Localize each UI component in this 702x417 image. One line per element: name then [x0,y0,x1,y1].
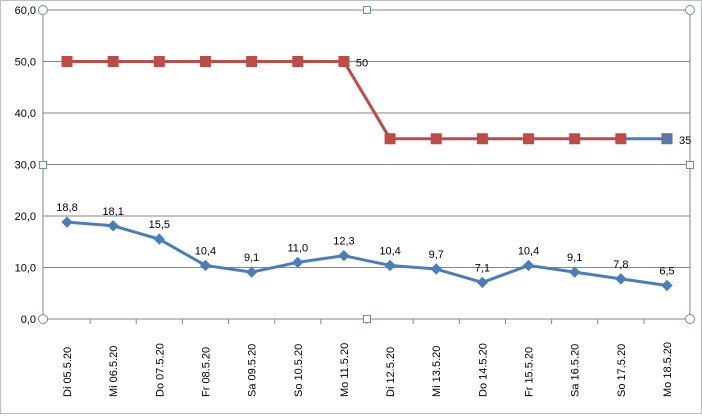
data-point-diamond [476,276,489,289]
data-point-square [292,56,304,67]
resize-handle [38,5,48,15]
x-tick-label: Di 12.5.20 [385,347,397,397]
resize-handle [686,161,694,169]
data-point-square [384,133,396,145]
series-value: 18,8 18,1 15,5 10,4 9,1 11,0 12,3 10,4 9,7 7,1 10,… [56,202,675,292]
data-point-diamond [292,256,304,269]
x-tick-label: Mo 11.5.20 [339,343,351,397]
data-point-square [661,133,673,145]
data-point-diamond [153,233,165,245]
data-point-square [153,56,165,67]
data-label: 10,4 [518,245,539,257]
data-point-square [61,56,73,67]
data-label: 7,1 [475,262,490,274]
data-point-square [476,133,488,145]
series-line-segment [205,263,252,274]
y-tick-label: 10,0 [15,263,36,275]
data-point-square [199,56,211,67]
data-point-square [523,133,535,145]
series-line-segment [112,224,160,241]
x-tick-label: Sa 09.5.20 [247,344,259,397]
data-label: 18,1 [102,206,123,218]
resize-handle [685,5,695,15]
data-label: 15,5 [149,219,170,231]
x-tick-label: Di 05.5.20 [62,347,74,397]
data-point-diamond [107,220,119,232]
data-point-diamond [430,263,442,275]
series-line-segment [158,237,207,267]
series-threshold: 50 35 [61,56,691,147]
data-label: 12,3 [333,236,354,248]
data-label: 6,5 [659,266,674,278]
data-label: 9,7 [429,249,444,261]
data-point-square [246,56,258,67]
data-point-square [107,56,119,67]
data-point-diamond [661,279,673,292]
y-tick-label: 60,0 [15,5,36,17]
series-line-segment [620,277,668,288]
x-tick-label: Do 14.5.20 [477,343,489,397]
series-line-segment [574,270,622,281]
x-tick-label: So 17.5.20 [616,344,628,397]
data-label: 18,8 [56,202,77,214]
series-line-segment [342,60,392,140]
data-point-diamond [569,266,581,278]
data-point-diamond [384,259,396,272]
resize-handle [363,6,371,14]
resize-handle [38,314,48,324]
x-tick-label: Fr 08.5.20 [200,347,212,397]
x-tick-label: Mi 06.5.20 [108,346,120,397]
x-tick-label: Do 07.5.20 [154,343,166,397]
data-point-square [338,56,350,67]
x-tick-label: Mo 18.5.20 [662,342,674,397]
data-label: 35 [679,135,691,147]
y-tick-label: 40,0 [15,108,36,120]
series-line-segment [435,267,483,284]
series-line-segment [389,263,437,271]
data-label: 10,4 [379,245,400,257]
data-point-diamond [199,259,212,272]
data-point-diamond [245,266,258,278]
resize-handle [39,161,47,169]
resize-handle [363,315,371,323]
series-line-segment [297,254,345,264]
data-point-diamond [338,249,350,262]
y-tick-label: 20,0 [15,211,36,223]
x-tick-label: Mi 13.5.20 [431,346,443,397]
series-line-segment [528,263,575,274]
y-tick-label: 50,0 [15,57,36,69]
series-line-segment [343,254,391,267]
data-point-diamond [615,273,627,285]
data-label: 9,1 [567,252,582,264]
series-line-segment [66,220,114,228]
data-label: 11,0 [287,242,308,254]
data-point-diamond [61,216,73,228]
data-point-diamond [522,259,535,272]
resize-handle [685,314,695,324]
x-tick-label: So 10.5.20 [293,344,305,397]
data-point-square [615,133,627,145]
y-tick-label: 0,0 [21,314,36,326]
data-label: 50 [356,58,368,70]
data-label: 9,1 [244,252,259,264]
x-tick-label: Sa 16.5.20 [570,344,582,397]
y-tick-label: 30,0 [15,160,36,172]
x-tick-label: Fr 15.5.20 [524,347,536,397]
series-line-segment [481,264,530,284]
data-label: 10,4 [195,245,216,257]
series-line-segment [251,260,299,274]
data-point-square [569,133,581,145]
data-label: 7,8 [613,259,628,271]
data-point-square [430,133,442,145]
